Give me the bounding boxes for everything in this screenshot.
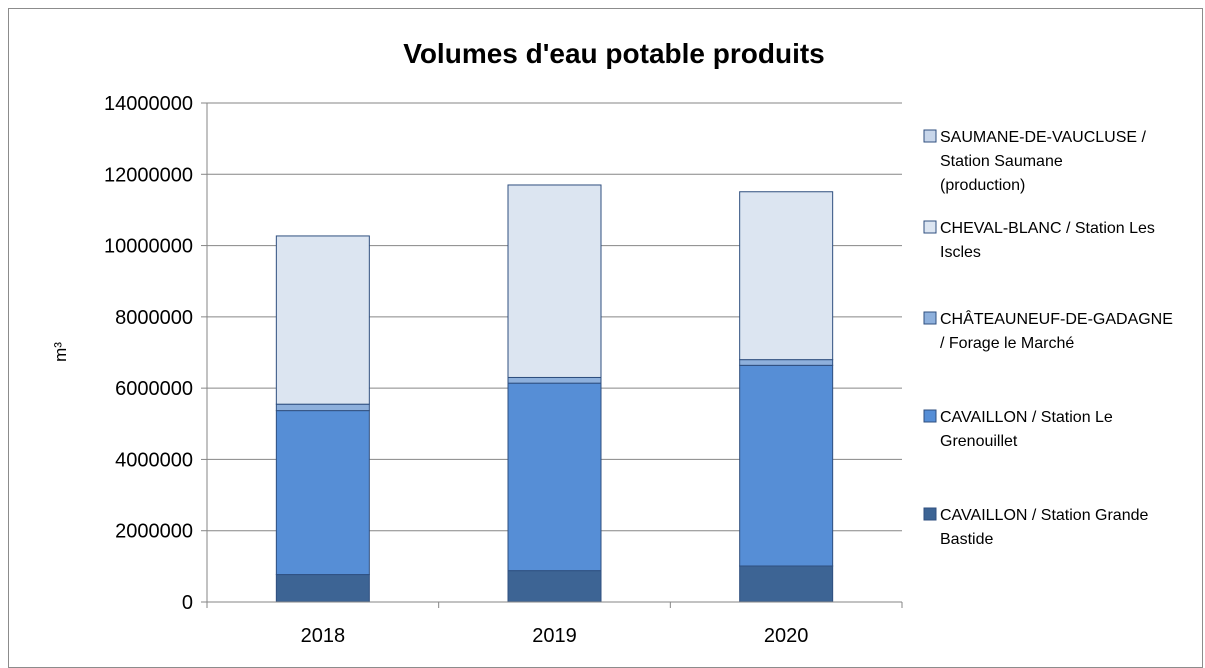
legend-label: Station Saumane xyxy=(940,153,1063,170)
legend-label: (production) xyxy=(940,177,1025,194)
stacked-bar-chart: Volumes d'eau potable produits 0 2000000 4… xyxy=(51,38,1173,647)
y-tick-label: 6000000 xyxy=(115,378,193,400)
legend-swatch xyxy=(923,129,937,143)
legend-label: CHÂTEAUNEUF-DE-GADAGNE xyxy=(940,309,1173,328)
legend-item: SAUMANE-DE-VAUCLUSE / Station Saumane (pro… xyxy=(923,129,1147,194)
legend-swatch xyxy=(923,220,937,234)
legend-label: CHEVAL-BLANC / Station Les xyxy=(940,220,1155,237)
y-tick-label: 2000000 xyxy=(115,521,193,543)
y-tick-label: 8000000 xyxy=(115,307,193,329)
bar-segment xyxy=(275,403,370,412)
legend-label: Bastide xyxy=(940,531,993,548)
legend-swatch xyxy=(923,507,937,521)
bar-segment xyxy=(739,191,834,361)
legend-label: SAUMANE-DE-VAUCLUSE / xyxy=(940,129,1147,146)
legend-label: Iscles xyxy=(940,244,981,261)
legend: SAUMANE-DE-VAUCLUSE / Station Saumane (pro… xyxy=(923,129,1173,548)
legend-label: CAVAILLON / Station Grande xyxy=(940,507,1149,524)
bar-segment xyxy=(507,184,602,378)
legend-label: CAVAILLON / Station Le xyxy=(940,409,1113,426)
x-tick-label: 2019 xyxy=(532,625,577,647)
legend-item: CHÂTEAUNEUF-DE-GADAGNE / Forage le Marché xyxy=(923,309,1173,352)
y-axis-label: m³ xyxy=(51,342,70,362)
bar-segment xyxy=(507,382,602,572)
bar-segment xyxy=(275,410,370,576)
y-tick-label: 4000000 xyxy=(115,449,193,471)
legend-item: CAVAILLON / Station Grande Bastide xyxy=(923,507,1149,548)
chart-title: Volumes d'eau potable produits xyxy=(403,38,825,69)
y-axis-tick-labels: 0 2000000 4000000 6000000 8000000 10000000 120… xyxy=(104,93,193,614)
bar-segment xyxy=(275,574,370,603)
y-tick-label: 12000000 xyxy=(104,164,193,186)
bar-segment xyxy=(275,235,370,405)
legend-swatch xyxy=(923,409,937,423)
x-tick-label: 2018 xyxy=(301,625,346,647)
legend-item: CAVAILLON / Station Le Grenouillet xyxy=(923,409,1113,450)
x-axis-tick-labels: 2018 2019 2020 xyxy=(301,625,809,647)
y-tick-label: 14000000 xyxy=(104,93,193,115)
x-tick-label: 2020 xyxy=(764,625,809,647)
bar-segment xyxy=(507,376,602,384)
bar-segment xyxy=(739,364,834,567)
bar-segment xyxy=(739,359,834,366)
legend-label: / Forage le Marché xyxy=(940,335,1074,352)
y-tick-label: 0 xyxy=(182,592,193,614)
bar-segment xyxy=(739,565,834,603)
bars xyxy=(275,184,834,603)
legend-swatch xyxy=(923,311,937,325)
legend-label: Grenouillet xyxy=(940,433,1018,450)
axes xyxy=(206,103,903,608)
bar-segment xyxy=(507,570,602,603)
y-tick-label: 10000000 xyxy=(104,236,193,258)
legend-item: CHEVAL-BLANC / Station Les Iscles xyxy=(923,220,1155,261)
